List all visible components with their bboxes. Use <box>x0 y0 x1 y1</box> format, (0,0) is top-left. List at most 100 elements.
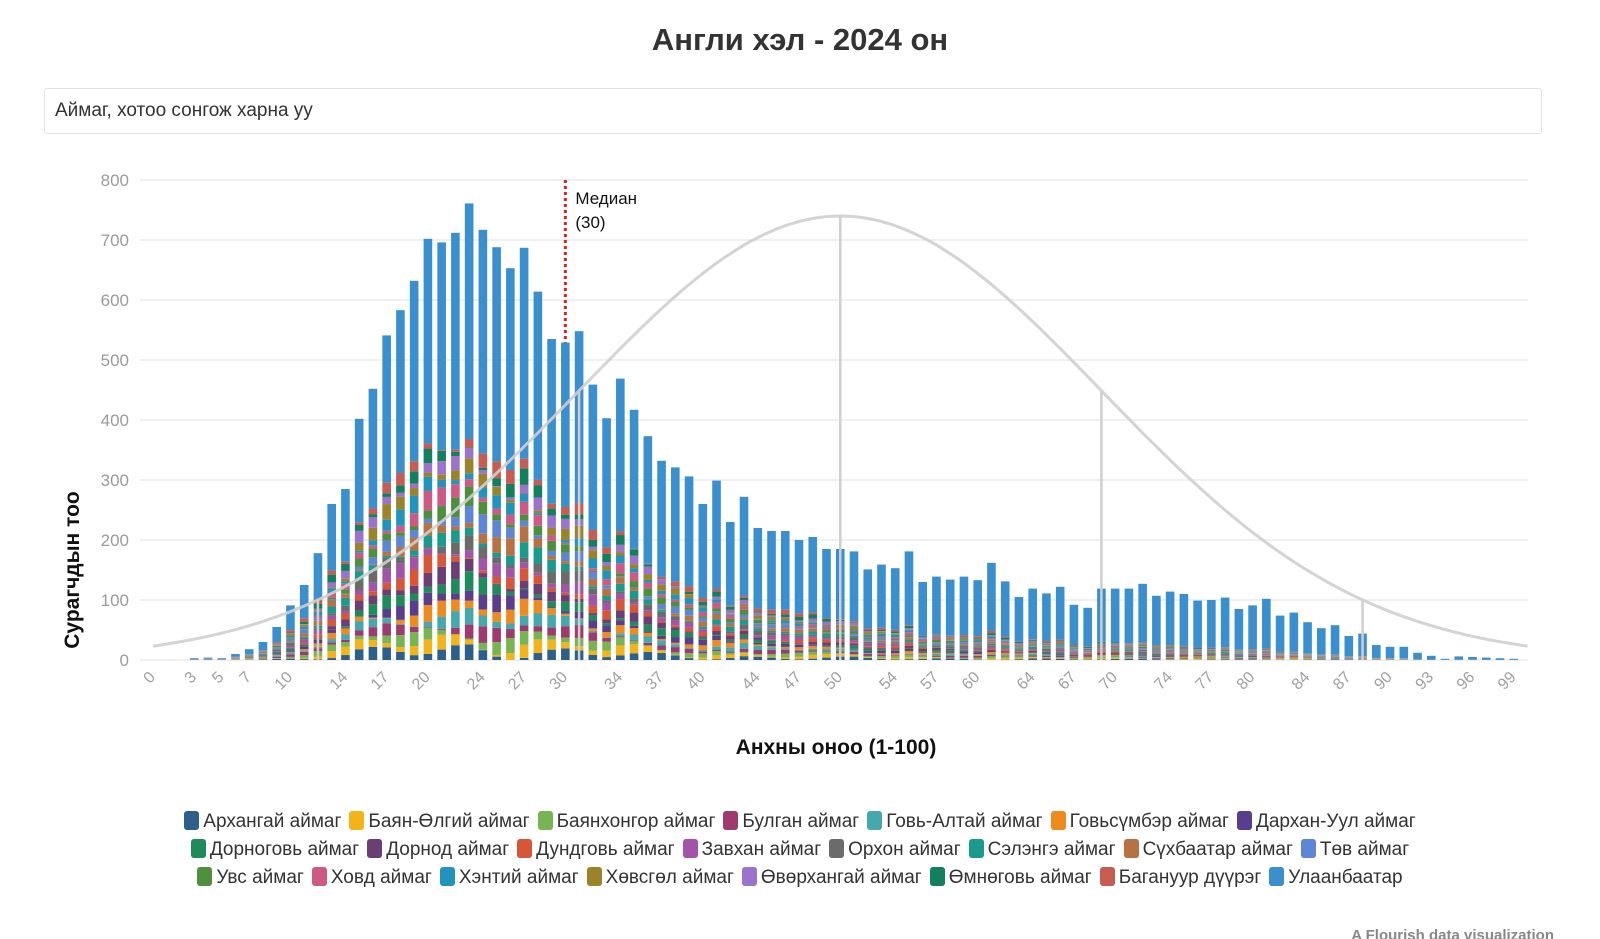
bar-segment[interactable] <box>561 518 570 529</box>
bar-stack[interactable] <box>1454 656 1464 660</box>
bar-segment[interactable] <box>602 553 611 563</box>
bar-segment[interactable] <box>519 458 529 469</box>
bar-segment[interactable] <box>932 658 941 660</box>
bar-segment[interactable] <box>739 652 749 657</box>
bar-segment[interactable] <box>767 613 776 616</box>
bar-segment[interactable] <box>478 453 488 468</box>
bar-segment[interactable] <box>492 621 501 628</box>
bar-segment[interactable] <box>890 644 900 647</box>
bar-segment[interactable] <box>739 600 749 605</box>
bar-segment[interactable] <box>973 647 982 648</box>
bar-segment[interactable] <box>1289 653 1299 655</box>
bar-segment[interactable] <box>643 599 653 605</box>
bar-segment[interactable] <box>286 652 295 655</box>
bar-segment[interactable] <box>753 642 763 645</box>
legend-item[interactable]: Говь-Алтай аймаг <box>867 808 1043 836</box>
bar-segment[interactable] <box>519 588 529 590</box>
bar-segment[interactable] <box>616 583 625 592</box>
bar-segment[interactable] <box>409 280 419 462</box>
bar-segment[interactable] <box>1042 658 1051 660</box>
bar-segment[interactable] <box>382 540 391 552</box>
bar-segment[interactable] <box>739 656 749 660</box>
bar-segment[interactable] <box>286 641 295 643</box>
bar-stack[interactable] <box>464 203 474 660</box>
bar-stack[interactable] <box>863 569 873 660</box>
legend-item[interactable]: Булган аймаг <box>723 808 859 836</box>
bar-segment[interactable] <box>904 632 914 636</box>
bar-segment[interactable] <box>354 580 364 591</box>
bar-segment[interactable] <box>794 633 804 636</box>
bar-segment[interactable] <box>1495 658 1505 660</box>
bar-segment[interactable] <box>1028 650 1037 653</box>
bar-segment[interactable] <box>1110 653 1120 655</box>
bar-segment[interactable] <box>1055 641 1065 643</box>
bar-segment[interactable] <box>1289 658 1299 659</box>
bar-segment[interactable] <box>451 579 460 594</box>
bar-segment[interactable] <box>354 558 364 567</box>
bar-segment[interactable] <box>299 636 309 638</box>
bar-segment[interactable] <box>602 588 611 597</box>
bar-segment[interactable] <box>987 645 996 646</box>
bar-segment[interactable] <box>863 648 873 652</box>
bar-segment[interactable] <box>1069 646 1079 647</box>
bar-segment[interactable] <box>492 584 501 595</box>
bar-segment[interactable] <box>561 571 570 585</box>
bar-segment[interactable] <box>945 640 955 641</box>
bar-segment[interactable] <box>588 615 598 621</box>
bar-segment[interactable] <box>904 625 914 626</box>
bar-segment[interactable] <box>657 620 666 623</box>
bar-stack[interactable] <box>396 310 405 660</box>
bar-segment[interactable] <box>629 602 639 605</box>
legend-item[interactable]: Баян-Өлгий аймаг <box>349 808 530 836</box>
bar-segment[interactable] <box>519 468 529 485</box>
bar-segment[interactable] <box>1110 651 1120 653</box>
bar-stack[interactable] <box>822 549 831 660</box>
bar-segment[interactable] <box>808 634 818 637</box>
bar-segment[interactable] <box>327 644 336 652</box>
bar-segment[interactable] <box>822 638 831 640</box>
bar-segment[interactable] <box>629 621 639 626</box>
bar-segment[interactable] <box>863 637 873 639</box>
bar-segment[interactable] <box>1069 658 1079 660</box>
bar-segment[interactable] <box>725 633 735 637</box>
bar-segment[interactable] <box>354 530 364 543</box>
bar-segment[interactable] <box>299 655 309 659</box>
bar-segment[interactable] <box>451 554 460 557</box>
bar-segment[interactable] <box>423 547 433 549</box>
bar-segment[interactable] <box>808 636 818 639</box>
bar-segment[interactable] <box>519 615 529 626</box>
bar-segment[interactable] <box>1138 658 1147 660</box>
bar-segment[interactable] <box>382 555 391 558</box>
bar-stack[interactable] <box>987 562 996 660</box>
bar-segment[interactable] <box>506 497 515 500</box>
bar-segment[interactable] <box>698 637 708 640</box>
bar-segment[interactable] <box>918 639 928 642</box>
bar-segment[interactable] <box>1262 650 1271 652</box>
bar-segment[interactable] <box>1069 652 1079 654</box>
bar-segment[interactable] <box>1000 651 1010 653</box>
bar-segment[interactable] <box>822 624 831 627</box>
bar-segment[interactable] <box>794 650 804 653</box>
bar-stack[interactable] <box>1165 591 1175 660</box>
bar-segment[interactable] <box>767 640 776 644</box>
bar-segment[interactable] <box>959 639 969 641</box>
bar-segment[interactable] <box>753 619 763 620</box>
bar-segment[interactable] <box>1055 652 1065 654</box>
bar-segment[interactable] <box>1248 605 1257 650</box>
bar-segment[interactable] <box>753 626 763 629</box>
bar-segment[interactable] <box>327 651 336 659</box>
bar-segment[interactable] <box>1069 604 1079 646</box>
bar-segment[interactable] <box>506 483 515 498</box>
bar-segment[interactable] <box>863 655 873 658</box>
bar-segment[interactable] <box>918 652 928 653</box>
bar-stack[interactable] <box>368 388 378 660</box>
bar-segment[interactable] <box>464 479 474 487</box>
bar-segment[interactable] <box>1110 655 1120 657</box>
bar-segment[interactable] <box>1000 654 1010 656</box>
bar-segment[interactable] <box>808 654 818 659</box>
bar-stack[interactable] <box>1220 597 1230 660</box>
bar-segment[interactable] <box>382 582 391 590</box>
bar-segment[interactable] <box>1028 655 1037 657</box>
bar-segment[interactable] <box>1193 649 1202 651</box>
bar-segment[interactable] <box>1207 650 1216 652</box>
